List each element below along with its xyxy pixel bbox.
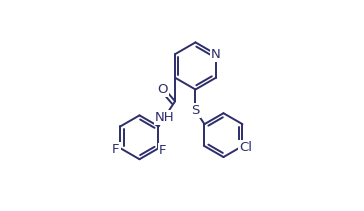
Text: O: O [157, 83, 168, 96]
Text: N: N [211, 48, 221, 61]
Text: F: F [159, 144, 166, 157]
Text: S: S [191, 104, 200, 117]
Text: NH: NH [155, 111, 174, 124]
Text: F: F [112, 143, 120, 156]
Text: Cl: Cl [240, 141, 253, 154]
